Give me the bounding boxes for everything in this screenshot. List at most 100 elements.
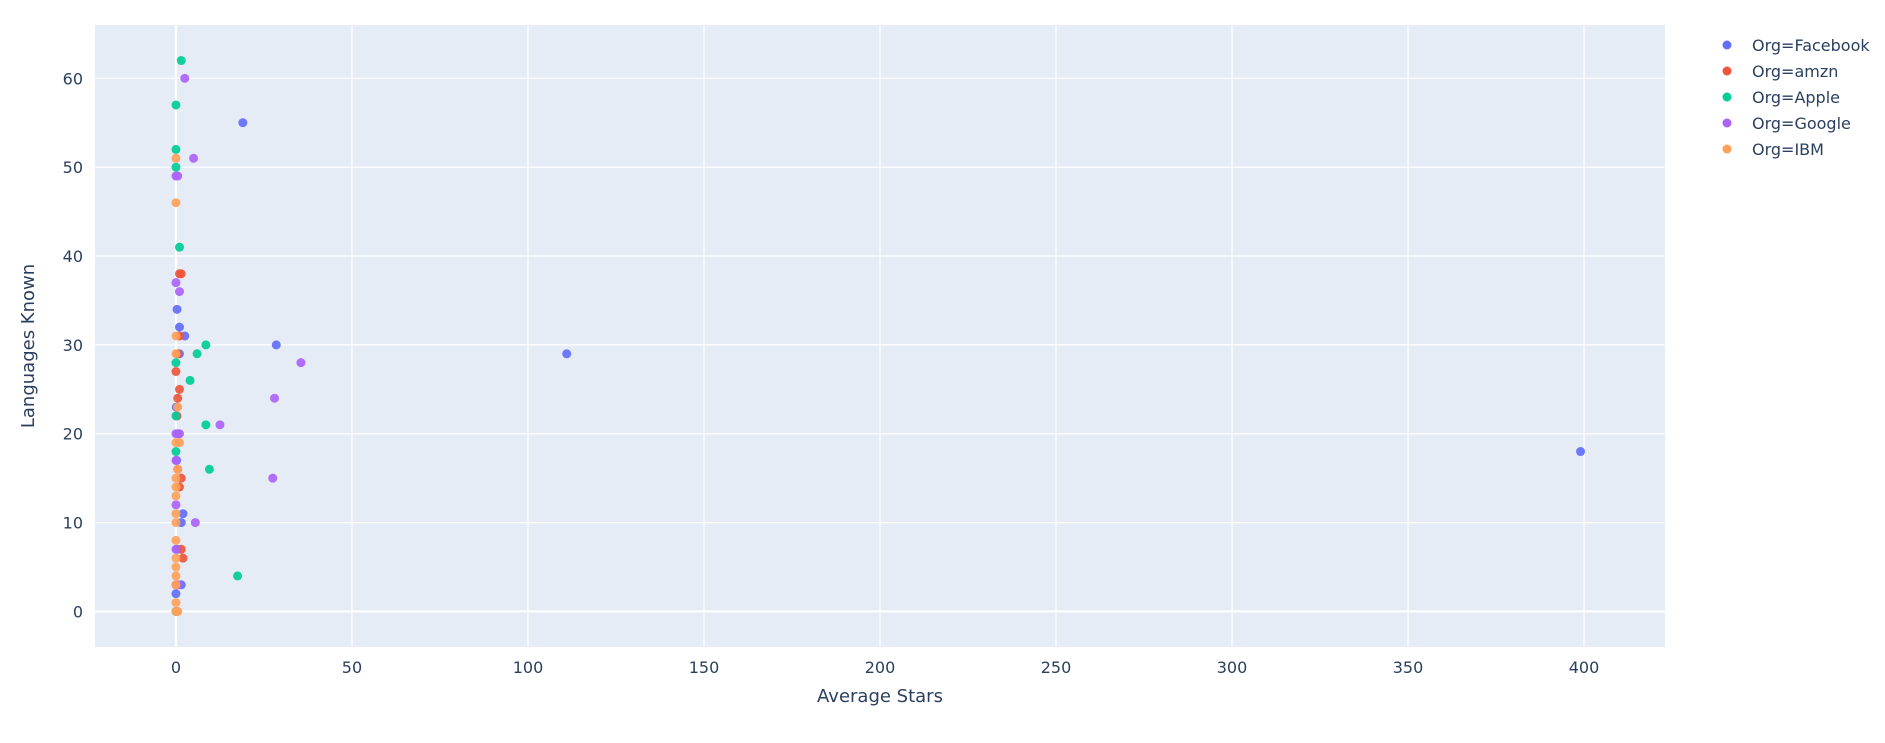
data-point[interactable] [171,447,181,457]
data-point[interactable] [171,544,181,554]
legend-item[interactable]: Org=Facebook [1722,36,1871,55]
x-tick-label: 100 [513,658,544,677]
y-tick-label: 40 [63,247,83,266]
y-tick-label: 30 [63,336,83,355]
legend-item[interactable]: Org=Google [1722,114,1851,133]
legend-label: Org=amzn [1752,62,1838,81]
data-point[interactable] [171,562,181,572]
legend-marker [1722,144,1732,154]
data-point[interactable] [192,349,202,359]
legend-label: Org=IBM [1752,140,1824,159]
data-point[interactable] [173,402,183,412]
legend-label: Org=Apple [1752,88,1840,107]
data-point[interactable] [173,171,183,181]
data-point[interactable] [171,358,181,368]
legend[interactable]: Org=Facebook Org=amzn Org=Apple Org=Google O… [1722,36,1871,159]
data-point[interactable] [185,375,195,385]
x-tick-label: 300 [1217,658,1248,677]
data-point[interactable] [171,473,181,483]
data-point[interactable] [171,535,181,545]
data-point[interactable] [201,420,211,430]
data-point[interactable] [171,198,181,208]
x-tick-label: 400 [1569,658,1600,677]
legend-item[interactable]: Org=Apple [1722,88,1841,107]
x-tick-label: 0 [171,658,181,677]
data-point[interactable] [233,571,243,581]
data-point[interactable] [172,304,182,314]
legend-marker [1722,66,1732,76]
data-point[interactable] [1576,447,1586,457]
grid-lines [95,25,1665,647]
data-point[interactable] [171,144,181,154]
data-points [171,56,1586,616]
data-point[interactable] [562,349,572,359]
data-point[interactable] [173,606,183,616]
data-point[interactable] [174,322,184,332]
legend-marker [1722,40,1732,50]
data-point[interactable] [171,349,181,359]
x-axis-title: Average Stars [817,686,943,707]
data-point[interactable] [178,553,188,563]
data-point[interactable] [215,420,225,430]
series-4 [171,153,184,616]
data-point[interactable] [178,509,188,519]
data-point[interactable] [171,518,181,528]
legend-marker [1722,92,1732,102]
data-point[interactable] [171,153,181,163]
series-2 [171,56,243,616]
legend-item[interactable]: Org=IBM [1722,140,1824,159]
data-point[interactable] [171,429,181,439]
data-point[interactable] [171,455,181,465]
x-tick-label: 350 [1393,658,1424,677]
data-point[interactable] [171,411,181,421]
data-point[interactable] [171,278,181,288]
data-point[interactable] [201,340,211,350]
data-point[interactable] [268,473,278,483]
legend-marker [1722,118,1732,128]
data-point[interactable] [270,393,280,403]
data-point[interactable] [171,162,181,172]
data-point[interactable] [171,500,181,510]
legend-item[interactable]: Org=amzn [1722,62,1839,81]
data-point[interactable] [171,553,181,563]
y-tick-label: 0 [73,602,83,621]
data-point[interactable] [171,571,181,581]
data-point[interactable] [174,242,184,252]
data-point[interactable] [171,598,181,608]
legend-label: Org=Google [1752,114,1851,133]
data-point[interactable] [171,509,181,519]
data-point[interactable] [173,393,183,403]
data-point[interactable] [171,491,181,501]
y-tick-label: 20 [63,425,83,444]
x-axis-ticks: 0 50 100 150 200 250 300 350 400 [171,658,1599,677]
y-tick-label: 10 [63,514,83,533]
data-point[interactable] [271,340,281,350]
data-point[interactable] [238,118,248,128]
data-point[interactable] [189,153,199,163]
data-point[interactable] [173,464,183,474]
data-point[interactable] [176,269,186,279]
data-point[interactable] [190,518,200,528]
y-tick-label: 60 [63,69,83,88]
y-tick-label: 50 [63,158,83,177]
x-tick-label: 50 [342,658,362,677]
series-3 [171,73,306,590]
data-point[interactable] [180,73,190,83]
data-point[interactable] [174,384,184,394]
data-point[interactable] [204,464,214,474]
x-tick-label: 200 [865,658,896,677]
y-axis-title: Languages Known [18,264,39,428]
data-point[interactable] [171,367,181,377]
data-point[interactable] [171,438,181,448]
data-point[interactable] [296,358,306,368]
data-point[interactable] [171,589,181,599]
data-point[interactable] [171,100,181,110]
data-point[interactable] [171,331,181,341]
data-point[interactable] [171,580,181,590]
data-point[interactable] [171,482,181,492]
x-tick-label: 250 [1041,658,1072,677]
legend-label: Org=Facebook [1752,36,1870,55]
data-point[interactable] [176,56,186,66]
data-point[interactable] [174,287,184,297]
